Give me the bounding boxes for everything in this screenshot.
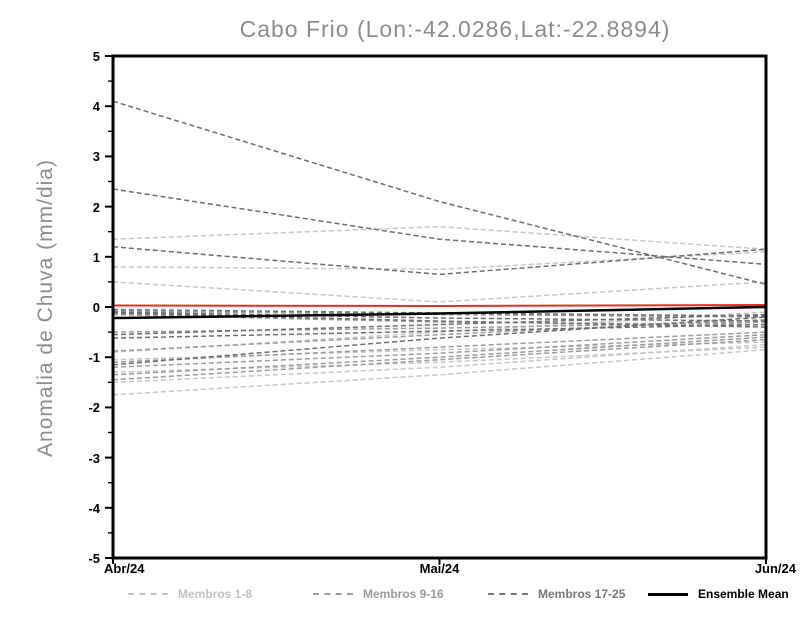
y-tick-label: -2: [88, 400, 100, 416]
ensemble-member-line: [112, 343, 767, 384]
legend-label: Membros 1-8: [178, 587, 253, 601]
y-tick-label: -3: [88, 450, 100, 466]
solid-line-swatch: [648, 592, 688, 596]
ensemble-member-line: [112, 225, 767, 251]
dashed-line-swatch: [313, 593, 353, 595]
ensemble-member-line: [112, 323, 767, 339]
legend-item-membros-9-16: Membros 9-16: [313, 586, 444, 602]
ensemble-member-line: [112, 336, 767, 376]
plot-frame: [111, 54, 768, 560]
y-tick-label: 2: [92, 199, 100, 215]
legend-item-ensemble-mean: Ensemble Mean: [648, 586, 789, 602]
ensemble-member-line: [112, 333, 767, 368]
x-tick-label: Abr/24: [104, 561, 145, 576]
dashed-line-swatch: [488, 593, 528, 595]
legend-label: Membros 17-25: [538, 587, 626, 601]
ensemble-member-line: [112, 341, 767, 361]
y-tick-label: -1: [88, 350, 100, 366]
ensemble-member-line: [112, 100, 767, 286]
ensemble-member-line: [112, 310, 767, 318]
ensemble-member-line: [112, 313, 767, 336]
ensemble-member-line: [112, 348, 767, 396]
legend: Membros 1-8 Membros 9-16 Membros 17-25 E…: [0, 586, 800, 606]
y-tick-label: 4: [92, 99, 100, 115]
dashed-line-swatch: [128, 593, 168, 595]
ensemble-member-line: [112, 338, 767, 381]
legend-label: Ensemble Mean: [698, 587, 789, 601]
ensemble-member-line: [112, 308, 767, 317]
y-tick-label: 1: [92, 249, 100, 265]
legend-item-membros-17-25: Membros 17-25: [488, 586, 625, 602]
ensemble-member-line: [112, 188, 767, 266]
ensemble-member-line: [112, 311, 767, 353]
y-tick-label: -5: [88, 551, 100, 566]
ensemble-mean-line: [112, 305, 767, 320]
x-tick-label: Mai/24: [419, 561, 460, 576]
chart-title: Cabo Frio (Lon:-42.0286,Lat:-22.8894): [239, 16, 671, 42]
y-tick-label: -4: [88, 500, 100, 516]
y-tick-label: 5: [92, 49, 100, 64]
ensemble-member-line: [112, 316, 767, 366]
legend-item-membros-1-8: Membros 1-8: [128, 586, 252, 602]
ensemble-member-line: [112, 331, 767, 363]
red-reference-line: [112, 303, 767, 307]
x-tick-label: Jun/24: [754, 561, 796, 576]
ensemble-member-line: [112, 311, 767, 322]
y-tick-label: 3: [92, 149, 100, 165]
ensemble-member-line: [112, 281, 767, 303]
ensemble-member-line: [112, 246, 767, 276]
y-tick-label: 0: [92, 300, 100, 315]
legend-label: Membros 9-16: [363, 587, 444, 601]
